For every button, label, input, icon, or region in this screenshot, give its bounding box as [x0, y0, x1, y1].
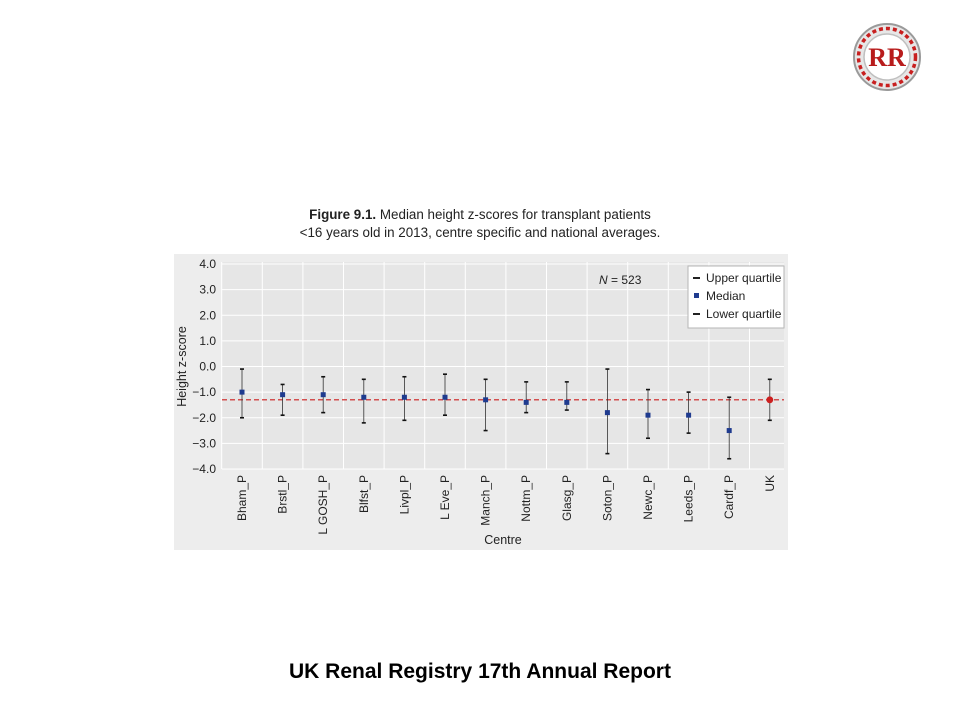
- y-tick-label: 0.0: [199, 360, 216, 374]
- median-point: [442, 394, 448, 400]
- x-tick-label: L Eve_P: [438, 475, 452, 520]
- y-tick-label: 1.0: [199, 334, 216, 348]
- x-tick-label: Nottm_P: [519, 475, 533, 522]
- data-marks: [239, 368, 774, 460]
- x-tick-label: L GOSH_P: [316, 475, 330, 535]
- x-axis-title: Centre: [484, 533, 522, 547]
- median-point: [645, 412, 651, 418]
- median-point: [361, 394, 367, 400]
- caption-line-1: Median height z-scores for transplant pa…: [379, 207, 651, 222]
- y-tick-label: −4.0: [192, 462, 216, 476]
- legend: Upper quartile Median Lower quartile: [687, 265, 785, 329]
- median-point: [401, 394, 407, 400]
- sample-size-label: N: [599, 273, 608, 287]
- median-point: [604, 410, 610, 416]
- median-point: [483, 397, 489, 403]
- y-tick-label: 3.0: [199, 283, 216, 297]
- x-tick-label: Brstl_P: [276, 475, 290, 514]
- median-point: [523, 399, 529, 405]
- y-tick-label: 2.0: [199, 308, 216, 322]
- median-point: [239, 389, 245, 395]
- x-tick-label: Leeds_P: [682, 475, 696, 522]
- figure-caption: Figure 9.1. Median height z-scores for t…: [240, 206, 720, 242]
- x-tick-label: Bham_P: [235, 475, 249, 521]
- height-zscore-chart: 4.0 3.0 2.0 1.0 0.0 −1.0 −2.0 −3.0 −4.0 Height z…: [174, 254, 788, 550]
- y-tick-label: −3.0: [192, 436, 216, 450]
- x-axis-ticks: Bham_P Brstl_P L GOSH_P Blfst_P Livpl_P L Eve…: [235, 475, 777, 535]
- x-tick-label: Livpl_P: [397, 475, 411, 514]
- y-tick-label: −2.0: [192, 411, 216, 425]
- y-axis-title: Height z-score: [175, 326, 189, 407]
- x-tick-label: UK: [763, 475, 777, 492]
- uk-median-point: [766, 396, 774, 404]
- legend-lower-label: Lower quartile: [706, 307, 782, 321]
- legend-median-label: Median: [706, 289, 745, 303]
- x-tick-label: Soton_P: [600, 475, 614, 521]
- x-tick-label: Manch_P: [479, 475, 493, 526]
- sample-size-value: = 523: [611, 273, 642, 287]
- x-tick-label: Blfst_P: [357, 475, 371, 513]
- logo-letters: RR: [868, 43, 906, 72]
- median-point: [564, 399, 570, 405]
- caption-line-2: <16 years old in 2013, centre specific a…: [299, 225, 661, 240]
- gridlines: [221, 262, 784, 470]
- median-point: [320, 392, 326, 398]
- x-tick-label: Newc_P: [641, 475, 655, 520]
- report-title: UK Renal Registry 17th Annual Report: [289, 660, 671, 683]
- legend-upper-label: Upper quartile: [706, 271, 782, 285]
- legend-median-marker: [694, 293, 699, 298]
- median-point: [726, 428, 732, 434]
- x-tick-label: Glasg_P: [560, 475, 574, 521]
- y-axis-ticks: 4.0 3.0 2.0 1.0 0.0 −1.0 −2.0 −3.0 −4.0: [192, 257, 216, 476]
- sample-size-annotation: N = 523: [599, 273, 642, 287]
- x-tick-label: Cardf_P: [722, 475, 736, 519]
- median-point: [686, 412, 692, 418]
- median-point: [280, 392, 286, 398]
- figure-label: Figure 9.1.: [309, 207, 377, 222]
- y-tick-label: 4.0: [199, 257, 216, 271]
- renal-registry-logo: RR: [853, 23, 921, 91]
- legend-box: [687, 265, 785, 329]
- y-tick-label: −1.0: [192, 385, 216, 399]
